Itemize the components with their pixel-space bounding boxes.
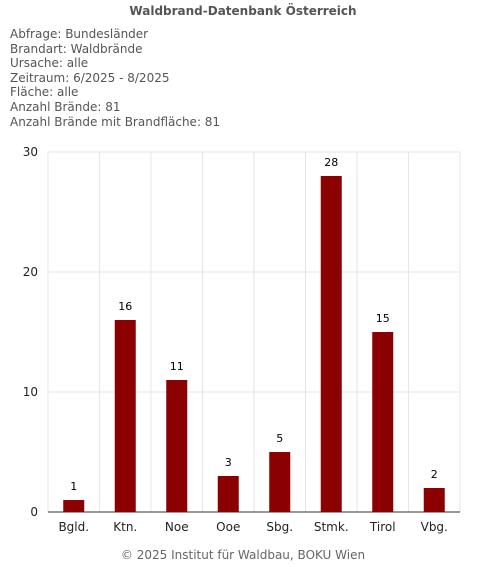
data-label: 28 bbox=[324, 156, 338, 169]
y-tick-label: 30 bbox=[23, 145, 38, 159]
filter-query: Abfrage: Bundesländer bbox=[10, 27, 149, 41]
bar-sbg bbox=[269, 452, 291, 512]
y-tick-label: 0 bbox=[30, 505, 38, 519]
filter-area: Fläche: alle bbox=[10, 85, 79, 100]
data-label: 3 bbox=[225, 456, 232, 469]
copyright-footer: © 2025 Institut für Waldbau, BOKU Wien bbox=[120, 548, 366, 562]
data-label: 1 bbox=[70, 480, 77, 493]
x-tick-label: Ooe bbox=[216, 520, 240, 534]
x-tick-label: Stmk. bbox=[314, 520, 349, 534]
query-summary: Abfrage: Bundesländer Brandart: Waldbrän… bbox=[10, 27, 220, 129]
bar-vbg bbox=[423, 488, 445, 512]
filter-fire-type: Brandart: Waldbrände bbox=[10, 41, 143, 56]
bar-ooe bbox=[217, 476, 239, 512]
bar-chart: 0 10 20 30 1 Bgld. 16 Ktn. 11 Noe 3 Ooe 5 Sbg. 28 Stmk.… bbox=[23, 145, 461, 534]
x-tick-label: Bgld. bbox=[58, 520, 89, 534]
bar-bgld bbox=[63, 500, 85, 512]
filter-cause: Ursache: alle bbox=[10, 56, 89, 71]
x-tick-label: Ktn. bbox=[113, 520, 137, 534]
page-title: Waldbrand-Datenbank Österreich bbox=[129, 4, 357, 18]
data-label: 15 bbox=[376, 312, 390, 325]
x-tick-label: Tirol bbox=[369, 520, 396, 534]
data-label: 5 bbox=[276, 432, 283, 445]
y-tick-label: 10 bbox=[23, 385, 38, 399]
data-label: 16 bbox=[118, 300, 132, 313]
y-tick-label: 20 bbox=[23, 265, 38, 279]
data-label: 2 bbox=[431, 468, 438, 481]
x-tick-label: Noe bbox=[165, 520, 189, 534]
bar-tirol bbox=[372, 332, 394, 512]
x-tick-label: Vbg. bbox=[421, 520, 448, 534]
filter-period: Zeitraum: 6/2025 - 8/2025 bbox=[10, 70, 170, 85]
bar-ktn bbox=[114, 320, 136, 512]
filter-fire-count: Anzahl Brände: 81 bbox=[10, 99, 121, 114]
data-label: 11 bbox=[170, 360, 184, 373]
filter-fire-count-with-area: Anzahl Brände mit Brandfläche: 81 bbox=[10, 114, 221, 129]
bar-stmk bbox=[320, 176, 342, 512]
bar-noe bbox=[166, 380, 188, 512]
x-tick-label: Sbg. bbox=[266, 520, 293, 534]
